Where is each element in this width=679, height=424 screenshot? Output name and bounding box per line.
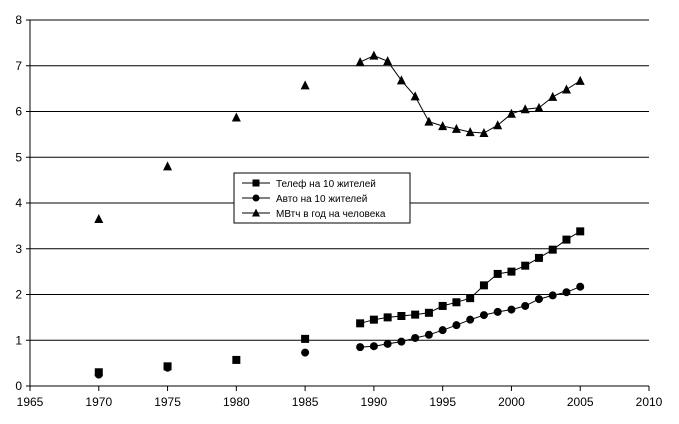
data-point-circle: [438, 326, 447, 335]
data-point-triangle: [369, 50, 379, 60]
x-tick-label: 1985: [292, 395, 319, 409]
data-point-circle: [521, 301, 530, 310]
data-point-circle: [576, 282, 585, 291]
data-point-circle: [397, 337, 406, 346]
x-tick-label: 1995: [429, 395, 456, 409]
x-tick-label: 1980: [223, 395, 250, 409]
data-point-triangle: [396, 75, 406, 85]
data-point-circle: [369, 342, 378, 351]
x-tick-label: 1965: [17, 395, 44, 409]
data-point-triangle: [383, 56, 393, 66]
data-point-square: [493, 269, 502, 278]
data-point-triangle: [355, 57, 365, 67]
y-tick-label: 4: [15, 196, 22, 210]
data-point-circle: [356, 343, 365, 352]
legend-item-triangle: МВтч в год на человека: [242, 208, 386, 220]
x-tick-label: 2010: [636, 395, 663, 409]
data-point-square: [232, 355, 241, 364]
data-point-square: [383, 313, 392, 322]
data-point-square: [301, 334, 310, 343]
data-point-triangle: [300, 80, 310, 90]
gridlines: [30, 19, 649, 341]
data-point-square: [507, 267, 516, 276]
y-axis-ticks: 0 1 2 3 4 5 6 7 8: [15, 13, 30, 393]
x-tick-label: 1970: [85, 395, 112, 409]
legend: Телеф на 10 жителей Авто на 10 жителей МВт…: [233, 172, 411, 224]
data-point-triangle: [94, 214, 104, 224]
data-point-triangle: [493, 120, 503, 130]
legend-label: Авто на 10 жителей: [276, 194, 367, 205]
data-point-circle: [163, 363, 172, 372]
data-point-triangle: [424, 116, 434, 126]
legend-label: МВтч в год на человека: [276, 209, 386, 220]
data-point-triangle: [506, 108, 516, 118]
data-point-square: [411, 310, 420, 319]
y-tick-label: 5: [15, 150, 22, 164]
legend-marker-triangle: [252, 208, 260, 217]
legend-item-square: Телеф на 10 жителей: [242, 178, 376, 190]
x-tick-label: 1975: [154, 395, 181, 409]
data-point-square: [576, 227, 585, 236]
data-point-triangle: [410, 91, 420, 101]
y-tick-label: 1: [15, 333, 22, 347]
data-point-square: [562, 235, 571, 244]
data-point-circle: [548, 291, 557, 300]
legend-marker-circle: [252, 194, 260, 202]
data-point-triangle: [534, 102, 544, 112]
series-triangle: [94, 50, 585, 224]
data-point-triangle: [231, 112, 241, 122]
x-tick-label: 1990: [361, 395, 388, 409]
series-group: [94, 50, 585, 379]
legend-label: Телеф на 10 жителей: [276, 178, 376, 190]
data-point-triangle: [479, 128, 489, 138]
x-tick-label: 2005: [567, 395, 594, 409]
data-point-square: [438, 301, 447, 310]
data-point-circle: [424, 330, 433, 339]
y-tick-label: 6: [15, 105, 22, 119]
data-point-triangle: [561, 84, 571, 94]
data-point-triangle: [520, 104, 530, 114]
data-point-triangle: [438, 121, 448, 131]
data-point-square: [356, 319, 365, 328]
data-point-circle: [411, 333, 420, 342]
y-tick-label: 8: [15, 13, 22, 27]
data-point-square: [479, 281, 488, 290]
data-point-circle: [301, 348, 310, 357]
data-point-triangle: [451, 123, 461, 133]
y-tick-label: 3: [15, 242, 22, 256]
data-point-circle: [562, 288, 571, 297]
series-line-square: [359, 230, 581, 324]
legend-item-circle: Авто на 10 жителей: [242, 194, 367, 205]
data-point-triangle: [548, 91, 558, 101]
data-point-square: [466, 294, 475, 303]
data-point-circle: [479, 311, 488, 320]
data-point-square: [452, 298, 461, 307]
x-axis-ticks: 1965 1970 1975 1980 1985 1990 1995 2000 2005 2010: [17, 386, 663, 409]
data-point-square: [521, 261, 530, 270]
data-point-triangle: [163, 161, 173, 171]
y-tick-label: 7: [15, 59, 22, 73]
x-tick-label: 2000: [498, 395, 525, 409]
data-point-triangle: [465, 127, 475, 137]
data-point-triangle: [575, 75, 585, 85]
data-point-square: [424, 308, 433, 317]
data-point-square: [397, 312, 406, 321]
series-circle: [94, 282, 585, 379]
legend-marker-square: [252, 179, 260, 187]
y-tick-label: 0: [15, 379, 22, 393]
series-square: [94, 227, 585, 377]
data-point-circle: [493, 307, 502, 316]
data-point-circle: [94, 370, 103, 379]
data-point-circle: [383, 339, 392, 348]
series-line-triangle: [359, 55, 581, 134]
data-point-circle: [452, 321, 461, 330]
data-point-square: [369, 315, 378, 324]
data-point-circle: [466, 315, 475, 324]
data-point-circle: [534, 295, 543, 304]
data-point-circle: [507, 305, 516, 314]
data-point-square: [534, 253, 543, 262]
y-tick-label: 2: [15, 288, 22, 302]
data-point-square: [548, 245, 557, 254]
